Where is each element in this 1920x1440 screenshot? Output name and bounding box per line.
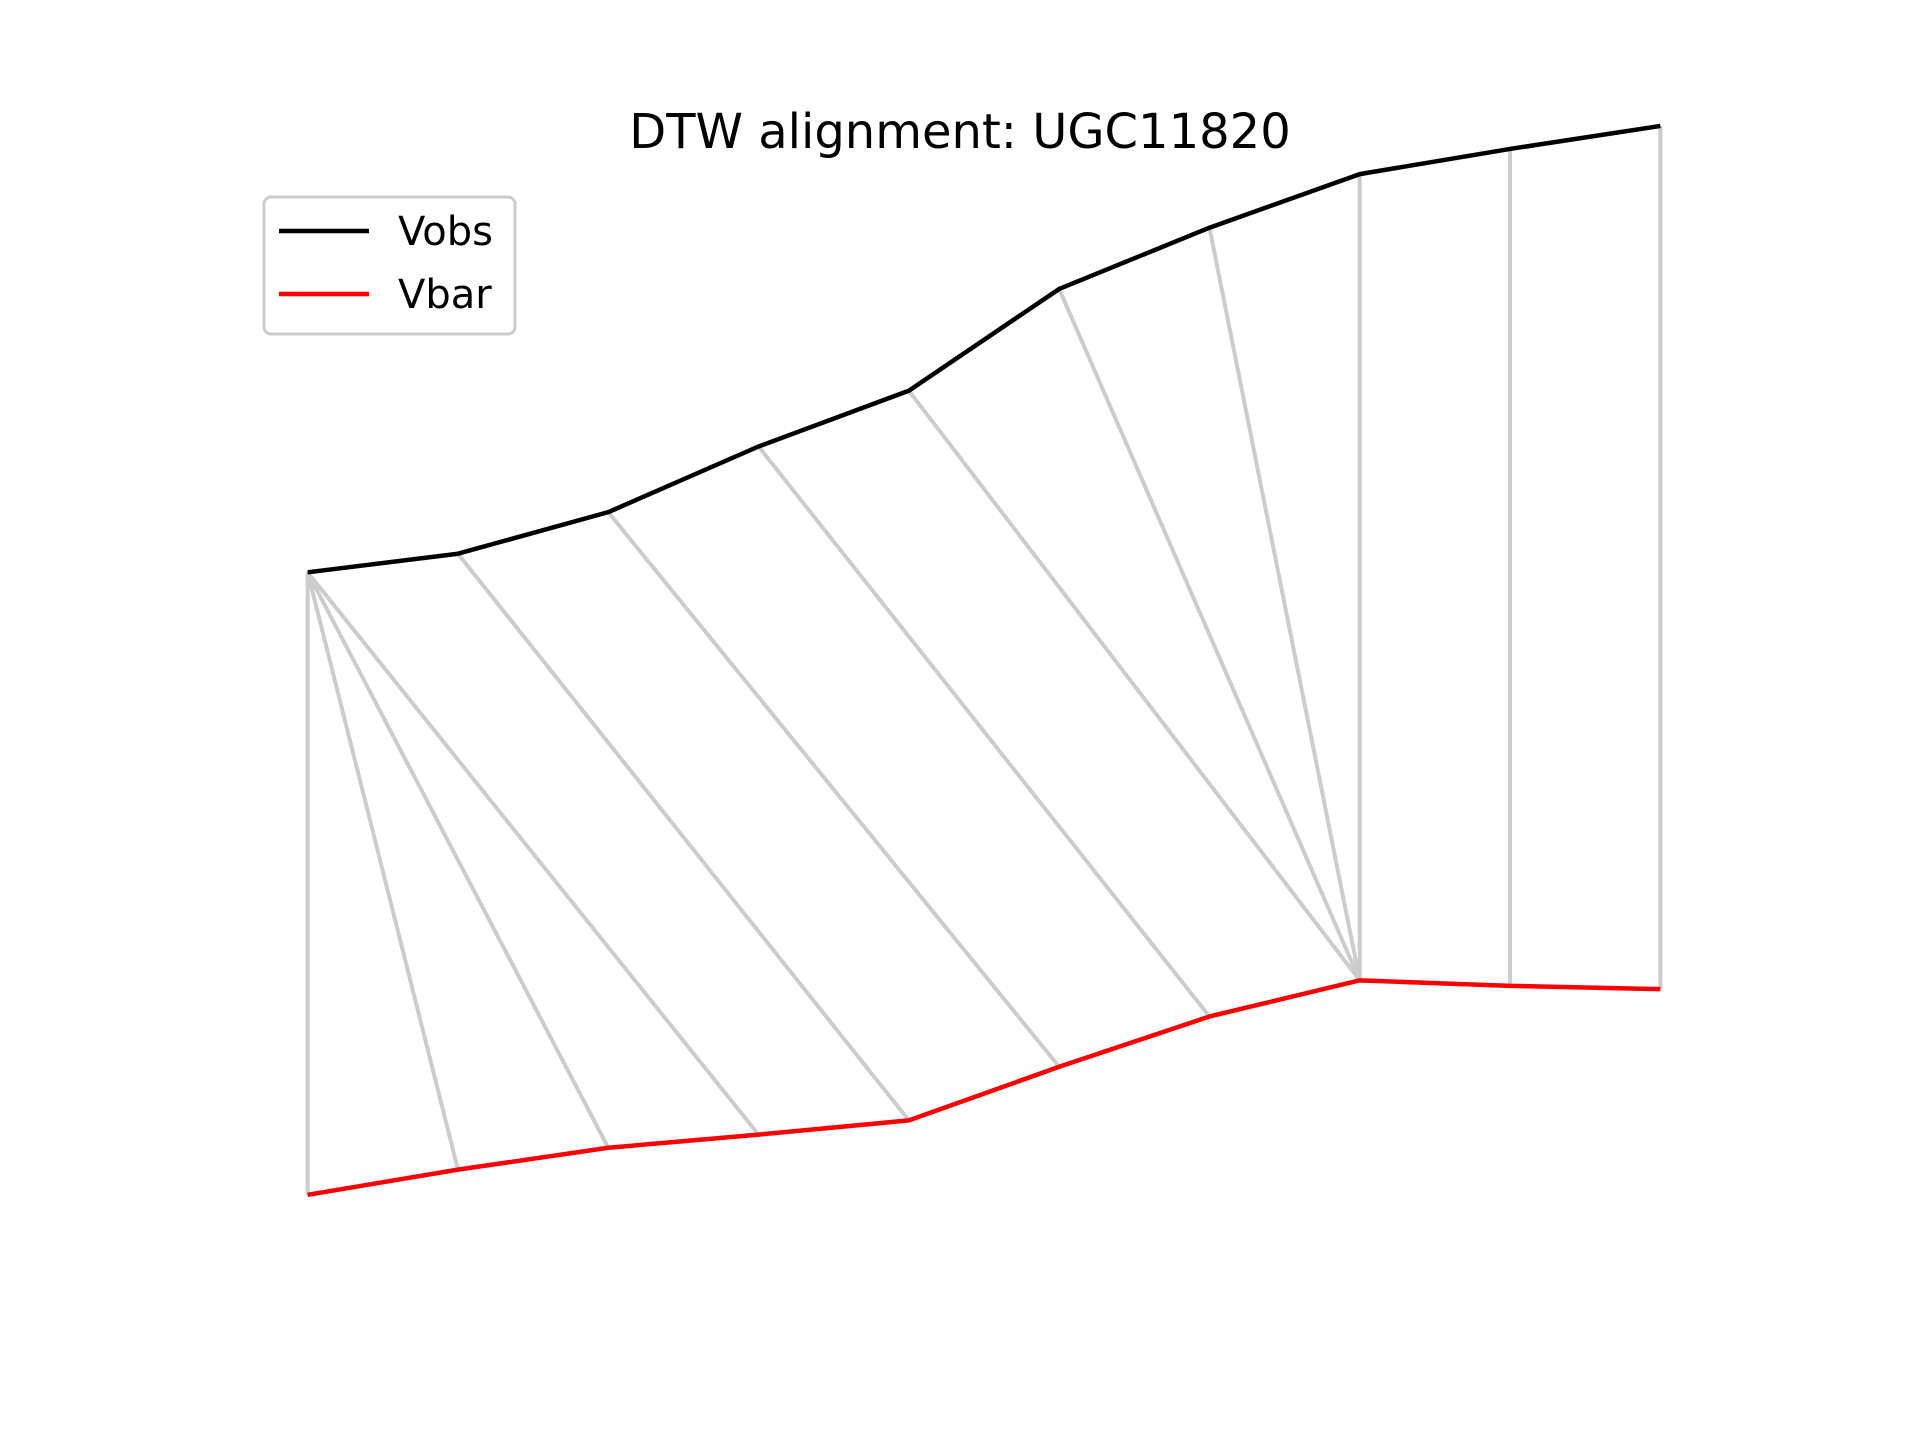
- alignment-line: [1207, 227, 1362, 981]
- legend: Vobs Vbar: [262, 195, 517, 336]
- series-lines: [307, 123, 1661, 1198]
- alignment-line: [756, 445, 1212, 1018]
- series-line-vbar: [307, 978, 1661, 1198]
- alignment-line: [305, 571, 611, 1149]
- alignment-line: [606, 510, 1061, 1069]
- legend-label-vobs: Vobs: [398, 209, 493, 255]
- alignment-line: [1057, 288, 1362, 982]
- alignment-line: [306, 571, 761, 1136]
- alignment-line: [305, 571, 460, 1171]
- legend-label-vbar: Vbar: [398, 272, 492, 318]
- alignment-line: [456, 552, 911, 1122]
- alignment-lines: [305, 125, 1663, 1195]
- series-line-vobs: [307, 123, 1661, 575]
- alignment-line: [907, 389, 1362, 982]
- chart-title: DTW alignment: UGC11820: [629, 104, 1290, 160]
